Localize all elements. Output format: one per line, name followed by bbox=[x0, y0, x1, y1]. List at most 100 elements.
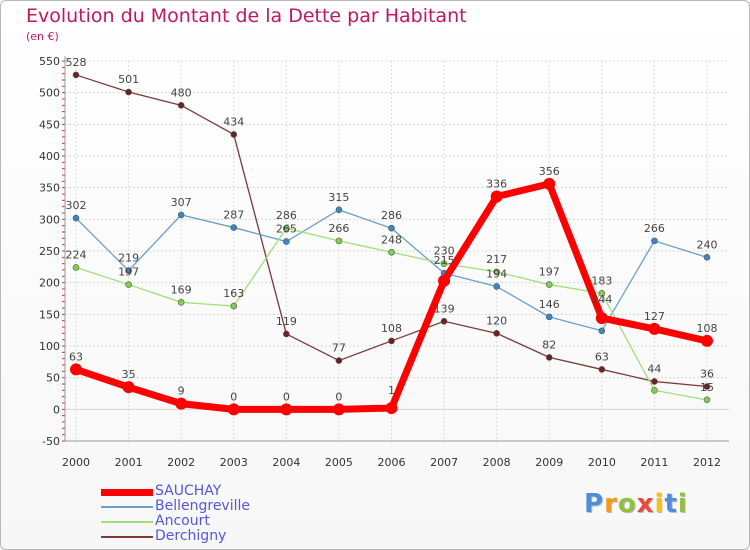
data-label-derchigny: 120 bbox=[486, 314, 507, 327]
data-point-bellengreville bbox=[283, 238, 290, 245]
legend-label: Derchigny bbox=[155, 528, 227, 544]
data-point-derchigny bbox=[125, 88, 132, 96]
data-label-ancourt: 169 bbox=[171, 283, 192, 296]
data-point-sauchay bbox=[543, 177, 556, 190]
data-label-bellengreville: 266 bbox=[644, 222, 665, 235]
data-label-sauchay: 108 bbox=[697, 322, 718, 335]
data-label-sauchay: 336 bbox=[486, 178, 507, 191]
data-point-sauchay bbox=[175, 397, 188, 410]
data-point-derchigny bbox=[72, 71, 80, 79]
x-tick-label: 2002 bbox=[167, 456, 195, 469]
data-point-derchigny bbox=[177, 102, 185, 109]
data-label-sauchay: 0 bbox=[335, 390, 342, 403]
logo-letter: o bbox=[617, 489, 637, 519]
logo-letter: i bbox=[654, 489, 665, 519]
logo-letter: t bbox=[664, 489, 678, 519]
proxiti-logo: Proxiti bbox=[584, 489, 688, 519]
data-label-sauchay: 35 bbox=[122, 368, 136, 381]
x-tick-label: 2011 bbox=[640, 456, 668, 469]
data-point-bellengreville bbox=[72, 214, 80, 222]
data-point-derchigny bbox=[230, 131, 238, 138]
data-point-bellengreville bbox=[651, 237, 658, 245]
logo-letter: i bbox=[677, 489, 688, 519]
data-point-ancourt bbox=[651, 387, 658, 394]
data-label-ancourt: 197 bbox=[118, 266, 139, 279]
legend-swatch bbox=[101, 521, 153, 523]
data-point-ancourt bbox=[177, 298, 185, 306]
x-tick-label: 2012 bbox=[693, 456, 721, 469]
data-point-ancourt bbox=[388, 248, 395, 256]
legend-label: SAUCHAY bbox=[155, 483, 222, 499]
legend-swatch bbox=[101, 488, 153, 496]
legend-label: Bellengreville bbox=[155, 498, 250, 514]
data-point-ancourt bbox=[545, 281, 553, 288]
data-label-derchigny: 82 bbox=[542, 338, 556, 351]
data-point-ancourt bbox=[440, 260, 448, 267]
x-tick-label: 2005 bbox=[325, 456, 353, 469]
data-label-derchigny: 480 bbox=[171, 86, 192, 99]
data-label-bellengreville: 219 bbox=[118, 252, 139, 265]
x-tick-label: 2008 bbox=[483, 456, 511, 469]
data-label-sauchay: 63 bbox=[69, 350, 83, 363]
data-point-bellengreville bbox=[545, 313, 553, 321]
chart-subtitle: (en €) bbox=[26, 30, 59, 43]
data-point-sauchay bbox=[438, 274, 451, 287]
legend-swatch bbox=[101, 506, 153, 508]
data-label-bellengreville: 265 bbox=[276, 223, 297, 236]
data-label-sauchay: 9 bbox=[178, 385, 185, 398]
data-label-ancourt: 15 bbox=[700, 381, 714, 394]
data-label-ancourt: 197 bbox=[539, 266, 560, 279]
data-label-bellengreville: 215 bbox=[434, 254, 455, 267]
x-tick-label: 2009 bbox=[535, 456, 563, 469]
x-tick-label: 2007 bbox=[430, 456, 458, 469]
y-tick-label: 0 bbox=[53, 403, 60, 416]
data-point-sauchay bbox=[595, 312, 608, 325]
data-point-sauchay bbox=[332, 403, 345, 416]
data-label-derchigny: 528 bbox=[66, 56, 87, 69]
x-tick-label: 2003 bbox=[220, 456, 248, 469]
data-point-bellengreville bbox=[493, 283, 500, 290]
data-point-ancourt bbox=[125, 281, 132, 288]
y-tick-label: 300 bbox=[39, 213, 60, 226]
x-tick-label: 2006 bbox=[378, 456, 406, 469]
data-point-bellengreville bbox=[703, 254, 711, 261]
y-tick-label: 400 bbox=[39, 150, 60, 163]
data-point-sauchay bbox=[227, 403, 240, 416]
data-point-derchigny bbox=[440, 317, 448, 325]
data-label-sauchay: 127 bbox=[644, 310, 665, 323]
logo-letter: P bbox=[584, 489, 605, 519]
data-point-derchigny bbox=[598, 366, 606, 373]
data-point-sauchay bbox=[701, 334, 713, 347]
data-label-bellengreville: 194 bbox=[486, 267, 507, 280]
data-label-bellengreville: 287 bbox=[223, 209, 244, 222]
legend-label: Ancourt bbox=[155, 513, 210, 529]
data-point-sauchay bbox=[648, 322, 661, 335]
data-label-ancourt: 224 bbox=[66, 248, 87, 261]
data-point-bellengreville bbox=[598, 327, 606, 335]
data-point-ancourt bbox=[72, 264, 80, 271]
data-point-bellengreville bbox=[125, 267, 132, 274]
data-label-ancourt: 248 bbox=[381, 233, 402, 246]
data-label-derchigny: 77 bbox=[332, 342, 346, 355]
data-point-bellengreville bbox=[177, 211, 185, 219]
y-tick-label: 200 bbox=[39, 277, 60, 290]
data-label-bellengreville: 286 bbox=[381, 209, 402, 222]
y-tick-label: 350 bbox=[39, 182, 60, 195]
data-point-derchigny bbox=[651, 378, 658, 385]
data-point-ancourt bbox=[598, 290, 606, 297]
data-label-derchigny: 501 bbox=[118, 73, 139, 86]
data-point-sauchay bbox=[70, 363, 82, 376]
y-tick-label: 100 bbox=[39, 340, 60, 353]
data-label-derchigny: 36 bbox=[700, 368, 714, 381]
data-label-bellengreville: 307 bbox=[171, 196, 192, 209]
x-tick-label: 2010 bbox=[588, 456, 616, 469]
data-label-sauchay: 0 bbox=[230, 390, 237, 403]
logo-letter: r bbox=[604, 489, 618, 519]
y-tick-label: 550 bbox=[39, 55, 60, 68]
data-label-sauchay: 0 bbox=[283, 390, 290, 403]
data-point-derchigny bbox=[493, 330, 500, 337]
y-tick-label: 450 bbox=[39, 118, 60, 131]
data-label-derchigny: 63 bbox=[595, 350, 609, 363]
data-point-sauchay bbox=[280, 403, 293, 416]
data-label-ancourt: 163 bbox=[223, 287, 244, 300]
